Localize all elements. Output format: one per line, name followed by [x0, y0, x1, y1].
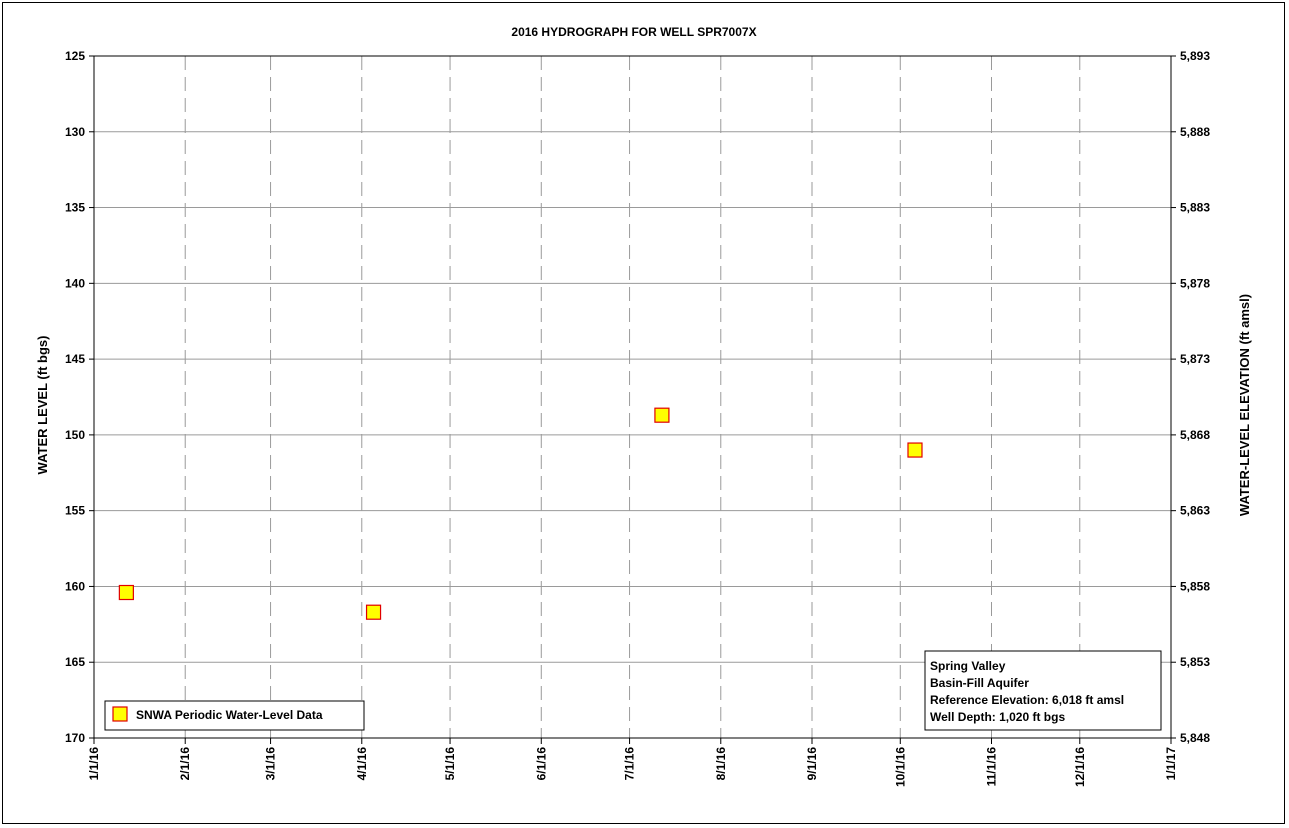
x-tick-label: 3/1/16	[264, 747, 278, 781]
info-box: Spring Valley Basin-Fill Aquifer Referen…	[924, 650, 1162, 731]
legend-marker	[112, 706, 128, 722]
info-line-aquifer: Basin-Fill Aquifer	[930, 676, 1029, 690]
y-axis-label: WATER LEVEL (ft bgs)	[35, 336, 50, 475]
x-tick-label: 10/1/16	[893, 747, 907, 787]
grid-lines	[94, 56, 1171, 738]
y-tick-label: 145	[65, 352, 85, 366]
legend: SNWA Periodic Water-Level Data	[104, 700, 365, 731]
y-tick-label: 135	[65, 201, 85, 215]
y2-axis-ticks: 5,893 5,888 5,883 5,878 5,873 5,868 5,863 5,858…	[1171, 49, 1210, 745]
y2-tick-label: 5,893	[1180, 49, 1210, 63]
y2-tick-label: 5,878	[1180, 276, 1210, 290]
y-tick-label: 130	[65, 125, 85, 139]
data-point	[907, 442, 923, 458]
y2-tick-label: 5,853	[1180, 655, 1210, 669]
legend-box	[104, 700, 365, 731]
x-tick-label: 2/1/16	[178, 747, 192, 781]
data-point	[118, 584, 134, 601]
y2-tick-label: 5,868	[1180, 428, 1210, 442]
x-axis-ticks: 1/1/16 2/1/16 3/1/16 4/1/16 5/1/16 6/1/16 7/1/…	[87, 738, 1178, 787]
legend-label: SNWA Periodic Water-Level Data	[136, 708, 323, 722]
info-line-basin: Spring Valley	[930, 659, 1006, 673]
x-tick-label: 1/1/16	[87, 747, 101, 781]
y-tick-label: 150	[65, 428, 85, 442]
y-tick-label: 140	[65, 276, 85, 290]
x-tick-label: 1/1/17	[1164, 747, 1178, 781]
y-tick-label: 165	[65, 655, 85, 669]
x-tick-label: 6/1/16	[534, 747, 548, 781]
y2-tick-label: 5,873	[1180, 352, 1210, 366]
y2-tick-label: 5,863	[1180, 504, 1210, 518]
info-line-reference-elevation: Reference Elevation: 6,018 ft amsl	[930, 693, 1124, 707]
x-tick-label: 12/1/16	[1073, 747, 1087, 787]
y2-tick-label: 5,848	[1180, 731, 1210, 745]
x-tick-label: 7/1/16	[623, 747, 637, 781]
data-points	[118, 407, 923, 620]
y2-axis-label: WATER-LEVEL ELEVATION (ft amsl)	[1237, 294, 1252, 516]
x-tick-label: 5/1/16	[443, 747, 457, 781]
y-tick-label: 155	[65, 504, 85, 518]
x-tick-label: 11/1/16	[985, 747, 999, 787]
y-axis-ticks: 125 130 135 140 145 150 155 160 165 170	[65, 49, 94, 745]
x-tick-label: 9/1/16	[805, 747, 819, 781]
info-box-border	[924, 650, 1162, 731]
y2-tick-label: 5,858	[1180, 579, 1210, 593]
info-line-well-depth: Well Depth: 1,020 ft bgs	[930, 710, 1065, 724]
data-point	[654, 407, 670, 423]
x-tick-label: 8/1/16	[714, 747, 728, 781]
chart-title: 2016 HYDROGRAPH FOR WELL SPR7007X	[511, 25, 756, 39]
y2-tick-label: 5,883	[1180, 201, 1210, 215]
y-tick-label: 170	[65, 731, 85, 745]
y-tick-label: 125	[65, 49, 85, 63]
x-tick-label: 4/1/16	[355, 747, 369, 781]
data-point	[365, 604, 382, 620]
y2-tick-label: 5,888	[1180, 125, 1210, 139]
plot-area	[93, 55, 1172, 739]
y-tick-label: 160	[65, 579, 85, 593]
